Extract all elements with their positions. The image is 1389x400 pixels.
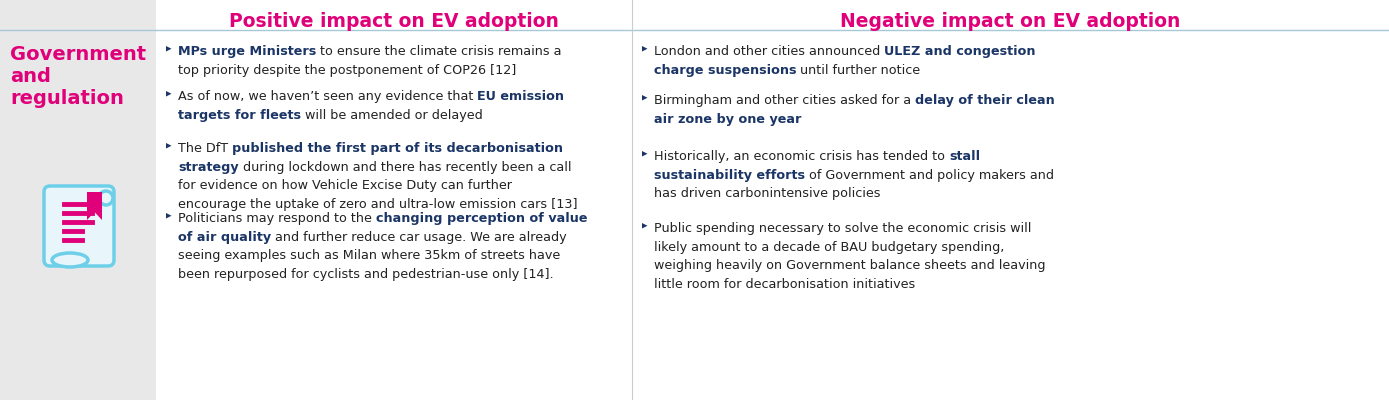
Text: been repurposed for cyclists and pedestrian-use only [14].: been repurposed for cyclists and pedestr… — [178, 268, 554, 280]
Text: London and other cities announced: London and other cities announced — [654, 45, 885, 58]
Text: during lockdown and there has recently been a call: during lockdown and there has recently b… — [239, 160, 571, 174]
Text: strategy: strategy — [178, 160, 239, 174]
Text: encourage the uptake of zero and ultra-low emission cars [13]: encourage the uptake of zero and ultra-l… — [178, 198, 578, 210]
Polygon shape — [642, 223, 647, 228]
Text: and further reduce car usage. We are already: and further reduce car usage. We are alr… — [271, 230, 567, 244]
Text: of Government and policy makers and: of Government and policy makers and — [806, 168, 1054, 182]
Text: sustainability efforts: sustainability efforts — [654, 168, 806, 182]
Polygon shape — [167, 91, 171, 96]
Text: until further notice: until further notice — [796, 64, 921, 76]
Polygon shape — [642, 151, 647, 156]
Text: for evidence on how Vehicle Excise Duty can further: for evidence on how Vehicle Excise Duty … — [178, 179, 513, 192]
Polygon shape — [88, 192, 101, 220]
Polygon shape — [167, 46, 171, 52]
Ellipse shape — [51, 253, 88, 267]
Polygon shape — [642, 46, 647, 52]
Text: air zone by one year: air zone by one year — [654, 112, 801, 126]
Text: little room for decarbonisation initiatives: little room for decarbonisation initiati… — [654, 278, 915, 290]
Text: stall: stall — [949, 150, 981, 163]
Text: published the first part of its decarbonisation: published the first part of its decarbon… — [232, 142, 563, 155]
Text: charge suspensions: charge suspensions — [654, 64, 796, 76]
Text: likely amount to a decade of BAU budgetary spending,: likely amount to a decade of BAU budgeta… — [654, 240, 1004, 254]
Text: to ensure the climate crisis remains a: to ensure the climate crisis remains a — [317, 45, 561, 58]
FancyBboxPatch shape — [44, 186, 114, 266]
Polygon shape — [167, 143, 171, 148]
Text: MPs urge Ministers: MPs urge Ministers — [178, 45, 317, 58]
Text: EU emission: EU emission — [478, 90, 564, 103]
Text: ULEZ and congestion: ULEZ and congestion — [885, 45, 1036, 58]
Text: Birmingham and other cities asked for a: Birmingham and other cities asked for a — [654, 94, 915, 107]
Text: delay of their clean: delay of their clean — [915, 94, 1054, 107]
FancyBboxPatch shape — [156, 0, 1389, 400]
Text: changing perception of value: changing perception of value — [376, 212, 588, 225]
Text: Government
and
regulation: Government and regulation — [10, 45, 146, 108]
Polygon shape — [642, 95, 647, 100]
Text: Public spending necessary to solve the economic crisis will: Public spending necessary to solve the e… — [654, 222, 1032, 235]
Text: of air quality: of air quality — [178, 230, 271, 244]
Text: Historically, an economic crisis has tended to: Historically, an economic crisis has ten… — [654, 150, 949, 163]
Text: seeing examples such as Milan where 35km of streets have: seeing examples such as Milan where 35km… — [178, 249, 560, 262]
Text: has driven carbonintensive policies: has driven carbonintensive policies — [654, 187, 881, 200]
Text: The DfT: The DfT — [178, 142, 232, 155]
Text: will be amended or delayed: will be amended or delayed — [301, 108, 483, 122]
Text: top priority despite the postponement of COP26 [12]: top priority despite the postponement of… — [178, 64, 517, 76]
Text: weighing heavily on Government balance sheets and leaving: weighing heavily on Government balance s… — [654, 259, 1046, 272]
Polygon shape — [167, 213, 171, 218]
Text: Negative impact on EV adoption: Negative impact on EV adoption — [840, 12, 1181, 31]
Text: targets for fleets: targets for fleets — [178, 108, 301, 122]
Text: Positive impact on EV adoption: Positive impact on EV adoption — [229, 12, 558, 31]
Text: Politicians may respond to the: Politicians may respond to the — [178, 212, 376, 225]
FancyBboxPatch shape — [0, 0, 156, 400]
Text: As of now, we haven’t seen any evidence that: As of now, we haven’t seen any evidence … — [178, 90, 478, 103]
Ellipse shape — [99, 191, 113, 205]
